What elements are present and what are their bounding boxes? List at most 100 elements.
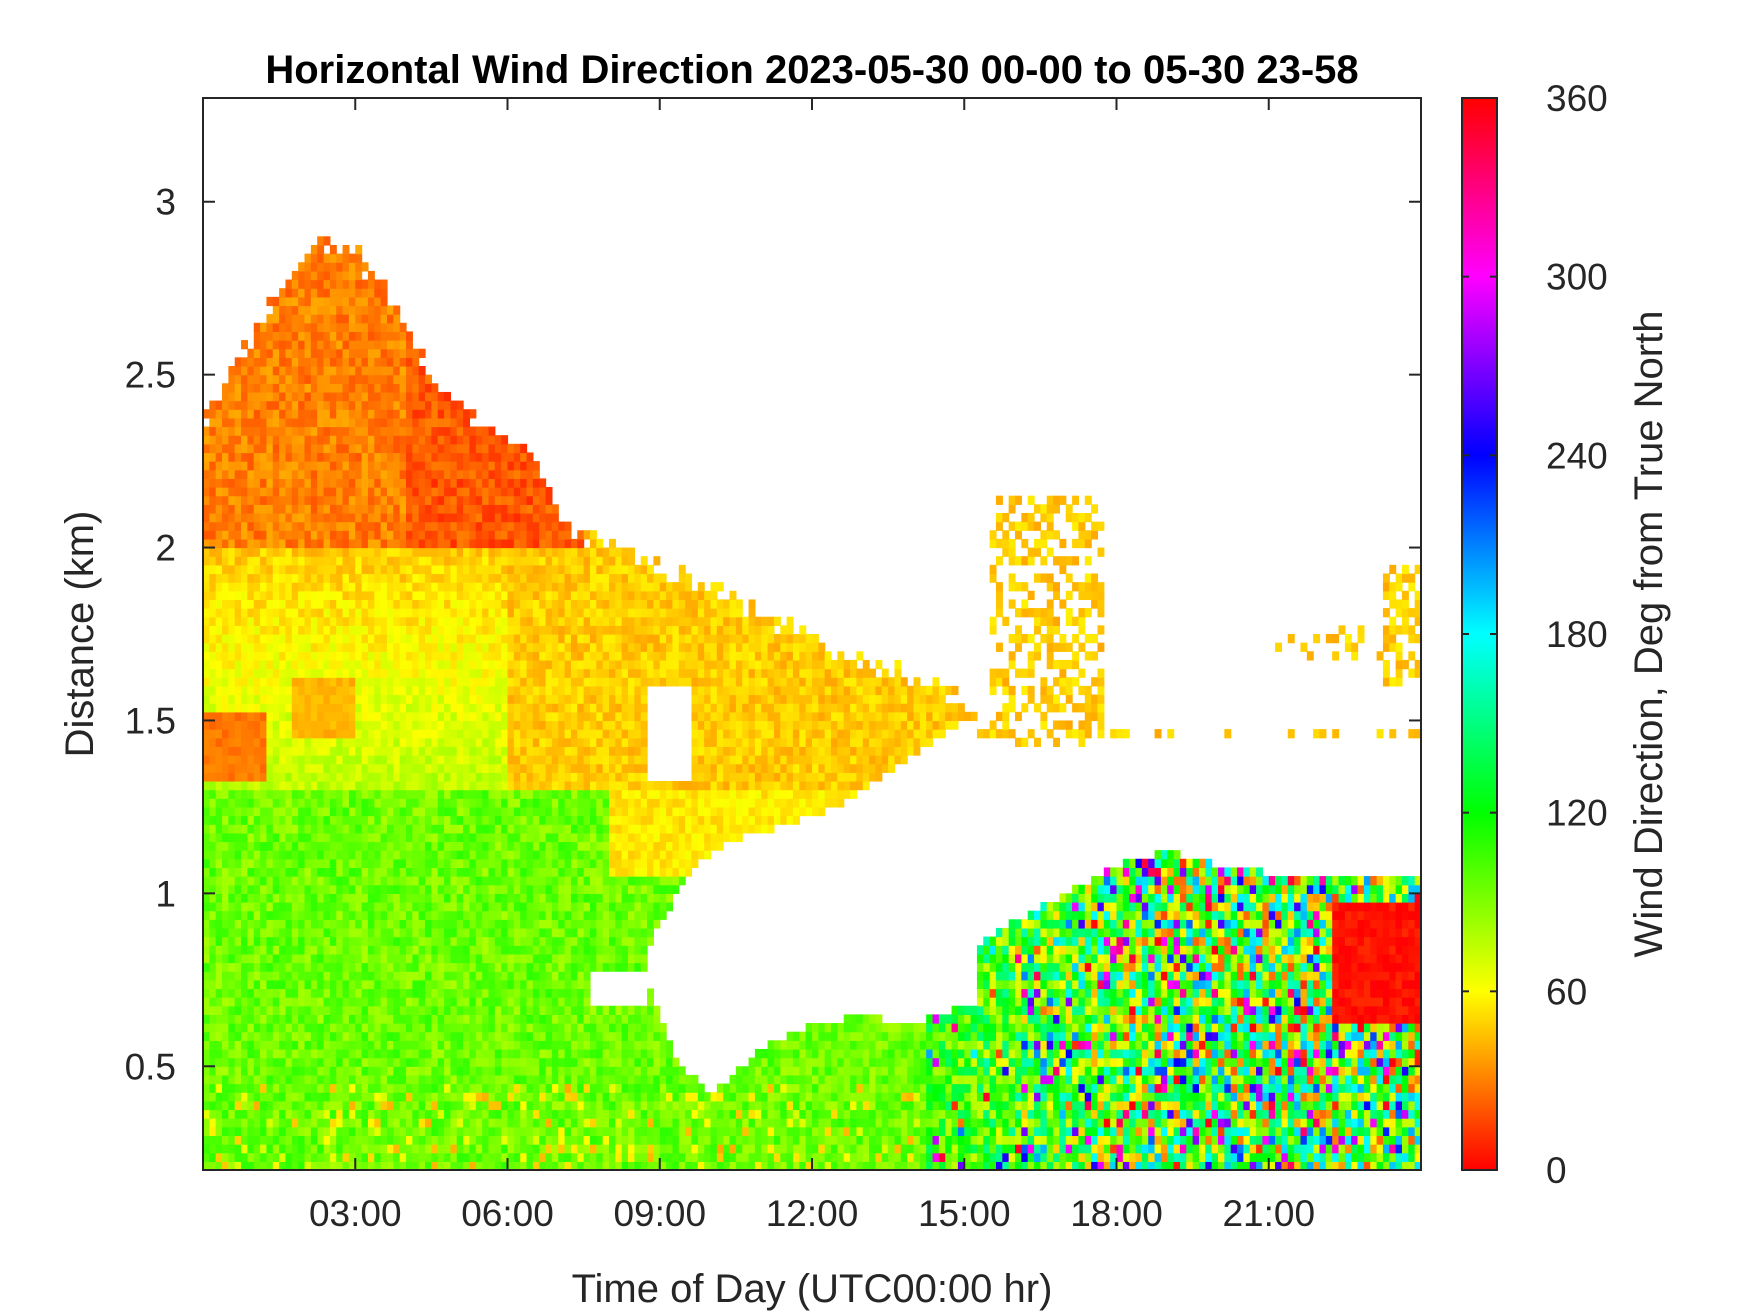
heatmap-cell — [355, 902, 363, 912]
heatmap-cell — [463, 478, 471, 488]
heatmap-cell — [431, 538, 439, 549]
heatmap-cell — [488, 1057, 496, 1067]
heatmap-cell — [425, 668, 432, 678]
heatmap-cell — [291, 1118, 299, 1128]
heatmap-cell — [425, 461, 432, 471]
heatmap-cell — [203, 806, 210, 817]
heatmap-cell — [342, 997, 350, 1007]
heatmap-cell — [298, 729, 306, 739]
heatmap-cell — [336, 270, 344, 281]
heatmap-cell — [444, 590, 451, 601]
heatmap-cell — [329, 685, 337, 696]
heatmap-cell — [317, 737, 325, 747]
heatmap-cell — [203, 616, 210, 626]
heatmap-cell — [298, 1005, 306, 1015]
heatmap-cell — [425, 512, 432, 523]
heatmap-cell — [406, 504, 413, 514]
heatmap-cell — [348, 478, 356, 488]
heatmap-cell — [260, 919, 268, 929]
heatmap-cell — [348, 1118, 356, 1128]
heatmap-cell — [323, 1014, 331, 1024]
heatmap-cell — [501, 452, 509, 462]
heatmap-cell — [444, 694, 451, 704]
heatmap-cell — [323, 1040, 331, 1050]
heatmap-cell — [380, 452, 388, 462]
heatmap-cell — [469, 556, 477, 566]
heatmap-cell — [298, 703, 306, 713]
heatmap-cell — [355, 703, 363, 713]
heatmap-cell — [348, 1126, 356, 1137]
heatmap-cell — [228, 910, 236, 920]
heatmap-cell — [291, 556, 299, 566]
heatmap-cell — [234, 711, 242, 722]
heatmap-cell — [399, 1083, 407, 1093]
heatmap-cell — [526, 1023, 534, 1033]
heatmap-cell — [361, 1135, 369, 1145]
heatmap-cell — [501, 547, 509, 557]
heatmap-cell — [450, 711, 458, 722]
heatmap-cell — [266, 815, 274, 825]
heatmap-cell — [418, 443, 426, 454]
heatmap-cell — [469, 651, 477, 661]
heatmap-cell — [425, 729, 432, 739]
heatmap-cell — [367, 314, 375, 324]
heatmap-cell — [488, 910, 496, 920]
heatmap-cell — [348, 366, 356, 376]
heatmap-cell — [228, 884, 236, 894]
heatmap-cell — [431, 383, 439, 393]
heatmap-cell — [450, 962, 458, 972]
heatmap-cell — [285, 1048, 293, 1059]
heatmap-cell — [323, 971, 331, 981]
heatmap-cell — [336, 322, 344, 333]
heatmap-cell — [418, 642, 426, 652]
heatmap-cell — [406, 547, 413, 557]
heatmap-cell — [412, 694, 420, 704]
heatmap-cell — [209, 478, 217, 488]
heatmap-cell — [253, 331, 261, 341]
heatmap-cell — [475, 927, 483, 938]
heatmap-cell — [367, 1057, 375, 1067]
heatmap-cell — [304, 997, 312, 1007]
heatmap-cell — [513, 936, 521, 946]
heatmap-cell — [437, 504, 445, 514]
heatmap-cell — [425, 979, 432, 990]
heatmap-cell — [367, 469, 375, 479]
heatmap-cell — [222, 927, 229, 938]
heatmap-cell — [304, 876, 312, 886]
heatmap-cell — [291, 997, 299, 1007]
heatmap-cell — [361, 884, 369, 894]
heatmap-cell — [253, 1066, 261, 1076]
heatmap-cell — [488, 997, 496, 1007]
heatmap-cell — [234, 927, 242, 938]
heatmap-cell — [266, 1135, 274, 1145]
heatmap-cell — [425, 1005, 432, 1015]
heatmap-cell — [222, 435, 229, 445]
heatmap-cell — [348, 435, 356, 445]
heatmap-cell — [526, 469, 534, 479]
heatmap-cell — [507, 867, 515, 877]
heatmap-cell — [482, 850, 490, 860]
heatmap-cell — [298, 625, 306, 635]
heatmap-cell — [501, 590, 509, 601]
heatmap-cell — [291, 841, 299, 851]
heatmap-cell — [469, 573, 477, 583]
heatmap-cell — [279, 366, 287, 376]
heatmap-cell — [317, 850, 325, 860]
heatmap-cell — [329, 495, 337, 505]
heatmap-cell — [317, 634, 325, 644]
heatmap-cell — [215, 677, 223, 687]
heatmap-cell — [412, 435, 420, 445]
heatmap-cell — [253, 521, 261, 531]
heatmap-cell — [247, 729, 255, 739]
heatmap-cell — [209, 841, 217, 851]
heatmap-cell — [272, 858, 280, 869]
heatmap-cell — [215, 772, 223, 782]
heatmap-cell — [260, 608, 268, 618]
heatmap-cell — [304, 962, 312, 972]
heatmap-cell — [253, 1031, 261, 1041]
heatmap-cell — [228, 599, 236, 609]
heatmap-cell — [298, 521, 306, 531]
heatmap-cell — [361, 305, 369, 315]
heatmap-cell — [425, 1144, 432, 1154]
heatmap-cell — [456, 625, 464, 635]
